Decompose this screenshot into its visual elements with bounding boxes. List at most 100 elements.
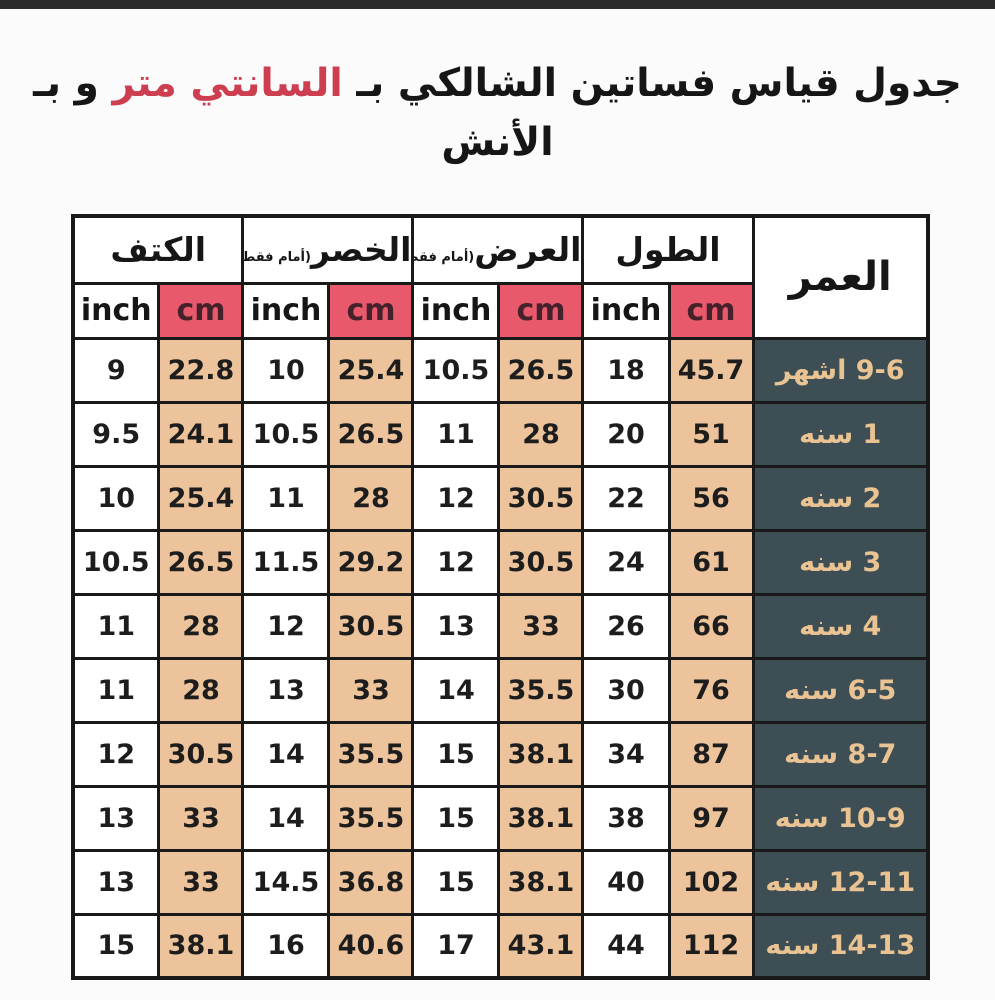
table-header: العمر الطول العرض(أمام فقط) الخصر(أمام ف… (71, 214, 930, 340)
shoulder-cm-cell: 33 (157, 784, 245, 852)
width-inch-cell: 17 (411, 912, 501, 980)
age-cell: 7‏-‏8 سنه (751, 720, 930, 788)
length-cm-cell: 87 (667, 720, 755, 788)
table-row: 11‏-‏12 سنه 102 40 38.1 15 36.8 14.5 33 13 (71, 848, 930, 916)
shoulder-inch-cell: 9 (71, 336, 161, 404)
length-cm-cell: 66 (667, 592, 755, 660)
title-highlight: السانتي متر (112, 61, 343, 106)
width-cm-cell: 30.5 (497, 528, 585, 596)
shoulder-cm-cell: 28 (157, 656, 245, 724)
length-inch-cell: 18 (581, 336, 671, 404)
waist-cm-cell: 28 (327, 464, 415, 532)
width-inch-cell: 15 (411, 720, 501, 788)
age-cell: 2 سنه (751, 464, 930, 532)
length-column-header: الطول (581, 214, 755, 285)
width-inch-cell: 15 (411, 784, 501, 852)
shoulder-inch-cell: 12 (71, 720, 161, 788)
length-cm-cell: 76 (667, 656, 755, 724)
width-cm-cell: 33 (497, 592, 585, 660)
shoulder-cm-header: cm (157, 281, 245, 340)
waist-label: الخصر (310, 230, 412, 270)
shoulder-cm-cell: 24.1 (157, 400, 245, 468)
width-note: (أمام فقط) (416, 250, 475, 266)
length-inch-header: inch (581, 281, 671, 340)
shoulder-inch-cell: 10 (71, 464, 161, 532)
waist-inch-header: inch (241, 281, 331, 340)
shoulder-inch-cell: 15 (71, 912, 161, 980)
waist-column-header: الخصر(أمام فقط) (241, 214, 415, 285)
length-inch-cell: 34 (581, 720, 671, 788)
shoulder-label: الكتف (110, 230, 207, 270)
shoulder-inch-cell: 10.5 (71, 528, 161, 596)
waist-inch-cell: 12 (241, 592, 331, 660)
table-row: 4 سنه 66 26 33 13 30.5 12 28 11 (71, 592, 930, 660)
waist-inch-cell: 14.5 (241, 848, 331, 916)
shoulder-inch-header: inch (71, 281, 161, 340)
waist-cm-cell: 40.6 (327, 912, 415, 980)
length-cm-cell: 51 (667, 400, 755, 468)
shoulder-inch-cell: 9.5 (71, 400, 161, 468)
shoulder-inch-cell: 11 (71, 656, 161, 724)
width-label: العرض (474, 230, 582, 270)
width-cm-cell: 38.1 (497, 784, 585, 852)
width-inch-cell: 12 (411, 528, 501, 596)
title-part-2: و بـ الأنش (33, 61, 554, 165)
title-part-1: جدول قياس فساتين الشالكي بـ (342, 61, 962, 106)
length-inch-cell: 24 (581, 528, 671, 596)
age-cell: 3 سنه (751, 528, 930, 596)
width-cm-cell: 38.1 (497, 848, 585, 916)
group-header-row: العمر الطول العرض(أمام فقط) الخصر(أمام ف… (71, 214, 930, 340)
age-cell: 11‏-‏12 سنه (751, 848, 930, 916)
width-inch-cell: 10.5 (411, 336, 501, 404)
table-row: 2 سنه 56 22 30.5 12 28 11 25.4 10 (71, 464, 930, 532)
shoulder-column-header: الكتف (71, 214, 245, 285)
length-cm-header: cm (667, 281, 755, 340)
waist-note: (أمام فقط) (242, 250, 311, 266)
age-cell: 13‏-‏14 سنه (751, 912, 930, 980)
waist-inch-cell: 11.5 (241, 528, 331, 596)
shoulder-cm-cell: 38.1 (157, 912, 245, 980)
length-label: الطول (615, 230, 721, 270)
length-inch-cell: 30 (581, 656, 671, 724)
age-column-header: العمر (751, 214, 930, 340)
length-inch-cell: 20 (581, 400, 671, 468)
width-cm-header: cm (497, 281, 585, 340)
top-bar (0, 0, 995, 9)
age-cell: 9‏-‏10 سنه (751, 784, 930, 852)
age-cell: 5‏-‏6 سنه (751, 656, 930, 724)
table-row: 3 سنه 61 24 30.5 12 29.2 11.5 26.5 10.5 (71, 528, 930, 596)
table-row: 6‏-‏9 اشهر 45.7 18 26.5 10.5 25.4 10 22.8 9 (71, 336, 930, 404)
shoulder-cm-cell: 22.8 (157, 336, 245, 404)
length-cm-cell: 61 (667, 528, 755, 596)
width-cm-cell: 30.5 (497, 464, 585, 532)
table-row: 7‏-‏8 سنه 87 34 38.1 15 35.5 14 30.5 12 (71, 720, 930, 788)
table-row: 5‏-‏6 سنه 76 30 35.5 14 33 13 28 11 (71, 656, 930, 724)
waist-cm-cell: 25.4 (327, 336, 415, 404)
length-cm-cell: 112 (667, 912, 755, 980)
length-cm-cell: 97 (667, 784, 755, 852)
width-cm-cell: 28 (497, 400, 585, 468)
width-inch-cell: 14 (411, 656, 501, 724)
waist-cm-cell: 30.5 (327, 592, 415, 660)
shoulder-cm-cell: 28 (157, 592, 245, 660)
length-inch-cell: 22 (581, 464, 671, 532)
width-column-header: العرض(أمام فقط) (411, 214, 585, 285)
waist-inch-cell: 14 (241, 720, 331, 788)
shoulder-inch-cell: 13 (71, 784, 161, 852)
waist-inch-cell: 10 (241, 336, 331, 404)
waist-cm-cell: 26.5 (327, 400, 415, 468)
age-cell: 6‏-‏9 اشهر (751, 336, 930, 404)
width-cm-cell: 38.1 (497, 720, 585, 788)
shoulder-cm-cell: 33 (157, 848, 245, 916)
table-row: 13‏-‏14 سنه 112 44 43.1 17 40.6 16 38.1 15 (71, 912, 930, 980)
shoulder-cm-cell: 25.4 (157, 464, 245, 532)
age-cell: 4 سنه (751, 592, 930, 660)
waist-inch-cell: 11 (241, 464, 331, 532)
length-cm-cell: 45.7 (667, 336, 755, 404)
length-cm-cell: 56 (667, 464, 755, 532)
shoulder-inch-cell: 11 (71, 592, 161, 660)
units-header-row: cm inch cm inch cm inch cm inch (71, 281, 928, 340)
shoulder-cm-cell: 26.5 (157, 528, 245, 596)
age-cell: 1 سنه (751, 400, 930, 468)
